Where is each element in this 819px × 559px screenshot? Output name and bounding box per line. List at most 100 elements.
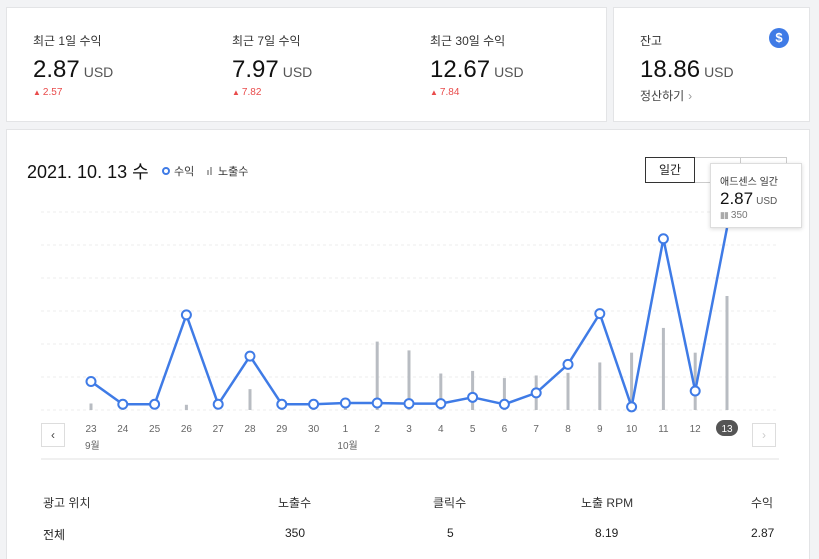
x-tick-label: 5 [470,424,476,435]
x-tick-label: 9 [597,424,603,435]
impressions-bar [598,362,602,410]
x-tick-label: 24 [117,424,129,435]
tooltip-impressions-value: 350 [730,210,748,221]
x-tick-label: 27 [213,424,225,435]
dollar-icon: $ [769,28,789,48]
table-row: 전체 350 5 8.19 2.87 [7,526,811,546]
balance-amount: 18.86 [640,56,701,83]
revenue-point [276,398,288,410]
stat-unit: USD [494,64,524,80]
revenue-point [339,397,351,409]
impressions-bar [502,378,506,410]
month-label: 10월 [337,440,357,452]
impressions-bar [184,404,188,410]
stat-amount: 12.67 [430,56,491,83]
x-tick-label: 11 [658,424,669,435]
impressions-bar [630,352,634,410]
revenue-point [117,398,129,410]
revenue-point [594,308,606,320]
table-cell: 전체 [43,528,66,542]
stat-label: 최근 30일 수익 [430,34,506,48]
revenue-point [657,233,669,245]
impressions-bar [471,370,475,410]
tooltip-amount: 2.87 [720,189,754,208]
chart-next-button[interactable]: › [752,423,776,447]
x-tick-label: 2 [374,424,380,435]
stat-label: 최근 7일 수익 [232,34,301,48]
table-cell: 5 [447,526,454,540]
revenue-point [308,398,320,410]
x-tick-label: 28 [244,424,256,435]
revenue-point [403,398,415,410]
balance-unit: USD [704,64,734,80]
stat-change: ▲ 7.82 [232,87,261,98]
revenue-point [180,309,192,321]
tooltip-value: 2.87 USD [720,189,777,209]
tooltip-impressions: ▮▮ 350 [720,210,748,221]
column-header: 클릭수 [433,496,467,510]
column-header: 노출수 [278,496,312,510]
chevron-right-icon: › [688,89,693,103]
stat-value: 12.67 USD [430,56,524,84]
table-cell: 2.87 [751,526,775,540]
impressions-bar [248,389,252,410]
legend-revenue: 수익 [162,163,194,179]
line-marker-icon [162,167,170,175]
revenue-point [562,358,574,370]
impressions-bar [375,341,379,410]
impressions-bar [693,352,697,410]
revenue-point [498,398,510,410]
revenue-point [85,375,97,387]
revenue-point [371,397,383,409]
revenue-point [212,398,224,410]
chart-tooltip: 애드센스 일간 2.87 USD ▮▮ 350 [710,163,802,228]
stat-unit: USD [83,64,114,80]
stat-amount: 7.97 [232,56,279,83]
bar-chart-icon [207,167,213,175]
stat-label: 최근 1일 수익 [33,34,102,48]
revenue-point [244,350,256,362]
revenue-point [530,387,542,399]
selected-day-badge [716,420,738,436]
table-cell: 8.19 [595,526,619,540]
x-tick-label: 1 [343,424,349,435]
x-tick-label: 3 [406,424,412,435]
x-tick-label: 23 [85,424,97,435]
revenue-point [689,385,701,397]
settle-label: 정산하기 [640,89,685,103]
daily-chart-card: 2021. 10. 13 수 수익 노출수 일간 23 24 25 26 27 28 29 3… [6,129,810,559]
impressions-bar [407,350,411,410]
month-label: 9월 [85,440,100,452]
stat-change: ▲ 2.57 [33,87,62,98]
stat-value: 7.97 USD [232,56,312,84]
column-header: 수익 [751,496,774,510]
revenue-point [626,401,638,413]
up-triangle-icon: ▲ [430,88,438,97]
tooltip-unit: USD [756,196,778,207]
settle-link[interactable]: 정산하기 › [640,87,692,104]
stat-amount: 2.87 [33,56,80,83]
x-tick-label: 25 [149,424,161,435]
legend-impressions: 노출수 [207,163,248,179]
chart-date-title: 2021. 10. 13 수 [27,162,149,182]
chart-prev-button[interactable]: ‹ [41,423,65,447]
x-tick-label: 26 [181,424,193,435]
x-tick-label: 7 [533,424,539,435]
x-tick-label: 4 [438,424,444,435]
stat-change-value: 7.82 [241,87,262,98]
tab-daily[interactable]: 일간 [645,157,695,183]
x-tick-label: 10 [626,424,638,435]
balance-label: 잔고 [640,34,663,48]
legend-revenue-label: 수익 [174,166,195,178]
revenue-point [467,391,479,403]
legend-impressions-label: 노출수 [218,166,249,178]
revenue-point [149,398,161,410]
balance-card: 잔고 $ 18.86 USD 정산하기 › [613,7,810,122]
bar-chart-icon: ▮▮ [720,210,729,220]
column-header: 노출 RPM [581,496,634,510]
column-header: 광고 위치 [43,496,91,510]
impressions-bar [661,327,665,410]
impressions-bar [725,296,729,410]
impressions-bar [439,373,443,410]
